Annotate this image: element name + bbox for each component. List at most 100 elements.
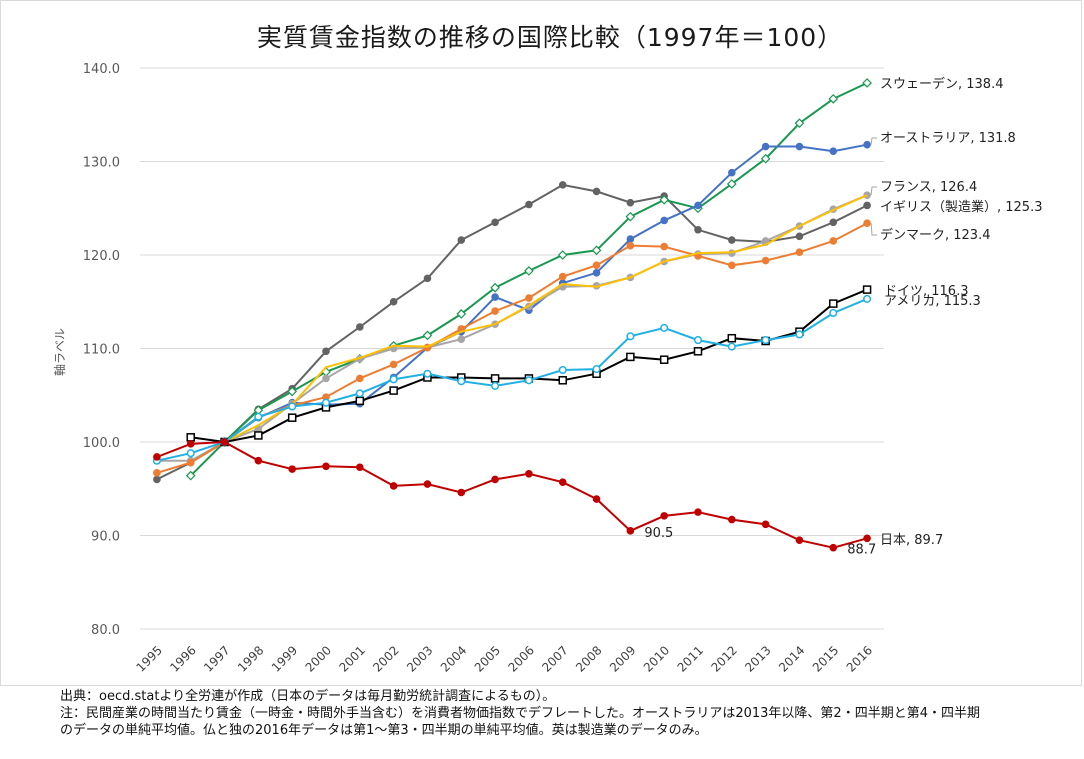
data-point — [592, 365, 601, 374]
data-point — [185, 470, 196, 481]
data-point — [356, 463, 364, 472]
series-label: 日本, 89.7 — [880, 533, 943, 548]
series-line — [156, 297, 868, 462]
x-tick-label: 2005 — [472, 643, 503, 674]
data-point — [457, 236, 466, 244]
data-point — [288, 465, 296, 473]
data-point — [795, 536, 804, 544]
data-point — [863, 201, 871, 210]
y-tick-label: 80.0 — [91, 623, 120, 638]
y-axis-label: 軸ラベル — [53, 328, 67, 376]
data-point — [457, 335, 466, 343]
data-point — [389, 482, 398, 490]
leader-line — [870, 137, 877, 145]
data-point — [186, 449, 195, 458]
data-point — [558, 478, 567, 487]
data-point — [761, 256, 770, 265]
data-point — [321, 398, 331, 407]
wage-index-chart: 実質賃金指数の推移の国際比較（1997年＝100） 軸ラベル 140.0 130.… — [53, 23, 1042, 675]
data-point — [220, 438, 229, 446]
data-point — [626, 241, 635, 250]
data-point — [728, 168, 736, 177]
series-label: ドイツ, 116.3 — [884, 284, 968, 299]
data-point — [389, 386, 398, 395]
series-label: スウェーデン, 138.4 — [880, 76, 1003, 92]
data-point — [491, 293, 499, 301]
data-point — [659, 194, 670, 205]
data-point — [693, 336, 703, 345]
method-note-cont: のデータの単純平均値。仏と独の2016年データは第1～第3・四半期の単純平均値。… — [60, 723, 708, 738]
data-point — [694, 201, 702, 210]
leader-line — [870, 223, 877, 236]
y-tick-label: 90.0 — [91, 530, 120, 545]
x-tick-label: 1997 — [201, 643, 232, 674]
x-tick-label: 2009 — [607, 643, 638, 674]
chart-title: 実質賃金指数の推移の国際比較（1997年＝100） — [257, 23, 843, 52]
data-point — [524, 376, 533, 385]
chart-frame — [0, 0, 1082, 686]
data-point — [591, 245, 602, 256]
series-lines — [152, 78, 872, 552]
data-point — [592, 261, 601, 270]
data-point — [626, 198, 635, 207]
x-tick-label: 2000 — [303, 643, 334, 674]
data-point — [525, 469, 533, 478]
data-point — [423, 274, 432, 283]
data-point — [795, 142, 804, 151]
data-point — [457, 488, 466, 497]
data-point — [355, 389, 364, 398]
data-point — [693, 347, 703, 356]
data-point — [828, 94, 839, 104]
method-note: 注：民間産業の時間当たり賃金（一時金・時間外手当含む）を消費者物価指数でデフレー… — [60, 706, 980, 721]
data-point — [287, 386, 298, 397]
y-tick-label: 140.0 — [83, 62, 120, 77]
data-point — [524, 266, 534, 276]
x-tick-label: 2008 — [573, 643, 604, 674]
data-point — [660, 512, 668, 520]
x-tick-label: 2012 — [708, 643, 739, 674]
x-tick-label: 2016 — [844, 643, 875, 674]
data-point — [659, 355, 669, 364]
data-point — [726, 179, 737, 189]
data-point — [423, 480, 432, 488]
y-tick-label: 110.0 — [83, 343, 120, 358]
data-point — [863, 534, 871, 543]
data-point — [186, 458, 195, 467]
data-point — [863, 219, 871, 228]
data-point — [558, 272, 567, 281]
data-point — [728, 261, 736, 270]
data-point — [626, 527, 635, 535]
footnotes: 出典：oecd.statより全労連が作成（日本のデータは毎月勤労統計調査によるも… — [60, 688, 1070, 739]
data-point — [863, 140, 871, 149]
data-point — [322, 462, 330, 471]
series-label: アメリカ, 115.3 — [884, 294, 981, 309]
data-point — [422, 330, 433, 341]
data-point — [862, 285, 872, 294]
data-point — [761, 142, 770, 151]
data-point — [491, 381, 500, 390]
x-tick-label: 1996 — [167, 643, 198, 674]
data-point — [288, 402, 297, 411]
data-point — [728, 236, 736, 244]
data-point — [829, 543, 838, 552]
data-point — [626, 352, 635, 362]
x-tick-label: 2003 — [404, 643, 435, 674]
data-point — [794, 118, 805, 129]
data-annotation: 90.5 — [644, 526, 673, 541]
x-tick-label: 1999 — [269, 643, 300, 674]
data-point — [186, 440, 195, 448]
data-point — [558, 181, 567, 189]
data-point — [660, 216, 668, 225]
series-label: デンマーク, 123.4 — [880, 227, 990, 243]
data-point — [254, 431, 263, 440]
data-point — [694, 225, 702, 234]
data-point — [423, 369, 432, 378]
series-line — [224, 194, 868, 443]
data-point — [795, 330, 804, 339]
data-point — [592, 495, 601, 503]
x-tick-label: 2002 — [370, 643, 401, 674]
data-point — [862, 78, 872, 88]
data-point — [491, 218, 499, 227]
y-tick-labels: 140.0 130.0 120.0 110.0 100.0 90.0 80.0 — [83, 62, 120, 638]
series-labels: イギリス（製造業）, 125.3 スウェーデン, 138.4 オーストラリア, 13… — [644, 76, 1042, 558]
